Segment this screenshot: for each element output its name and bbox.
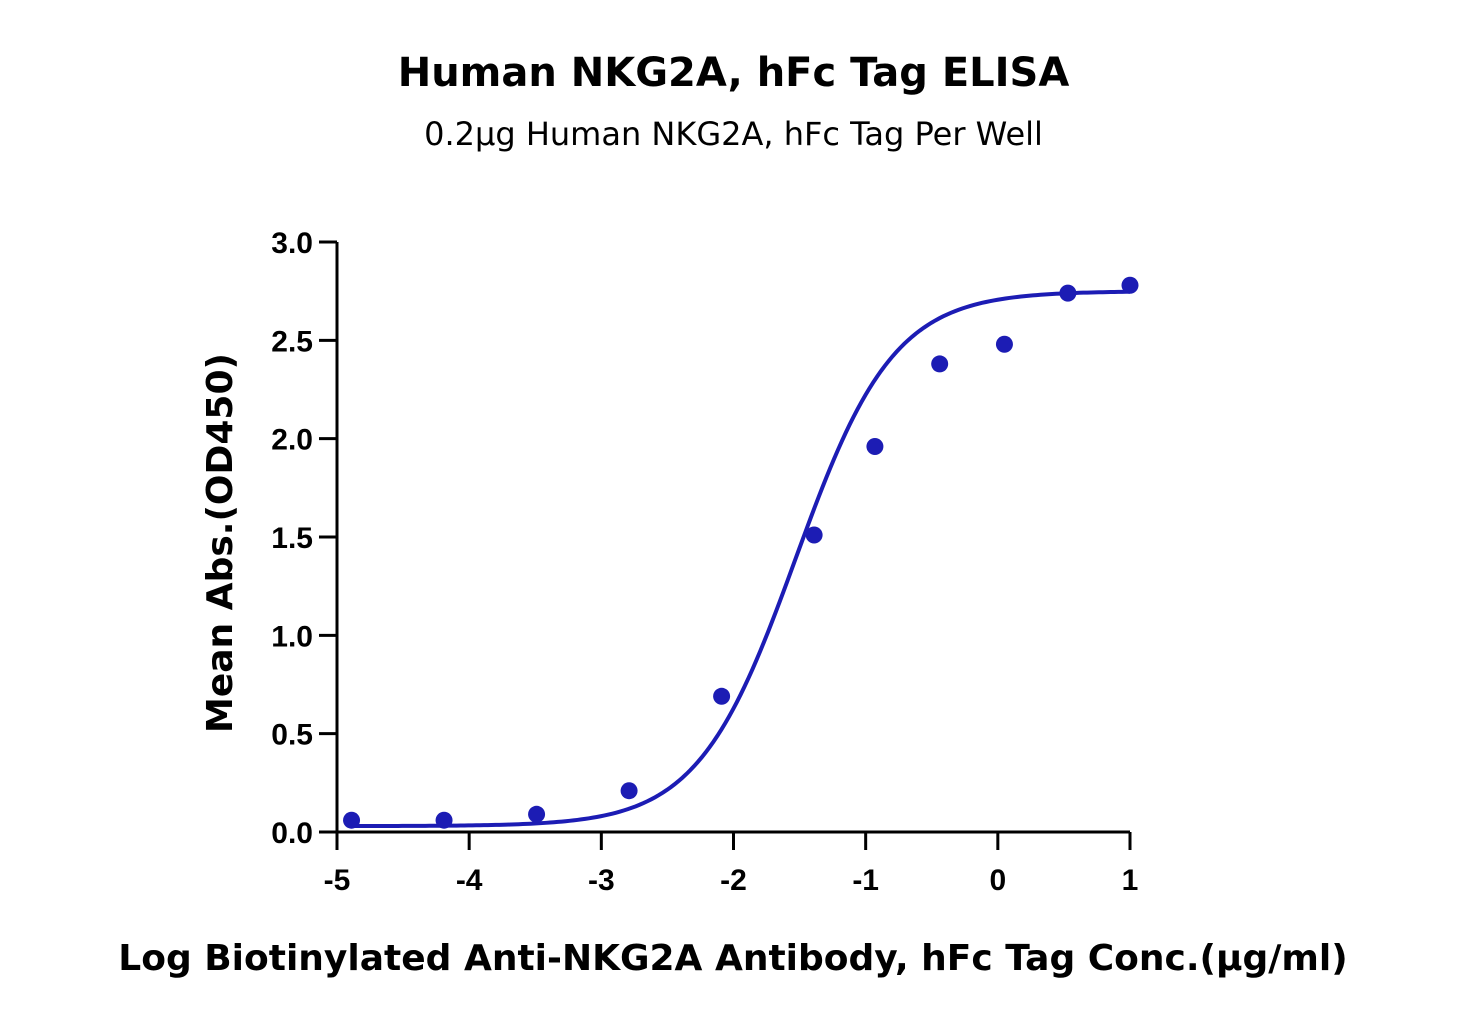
x-tick-label: -2 <box>720 864 747 897</box>
data-point <box>931 355 949 373</box>
axes: 0.0 0.5 1.0 1.5 2.0 2.5 3.0 -5 -4 -3 -2 -1 0 1 <box>271 227 1138 897</box>
data-point <box>528 805 546 823</box>
x-tick-label: 1 <box>1122 864 1139 897</box>
data-point <box>713 687 731 705</box>
fit-curve <box>351 289 1131 829</box>
data-point <box>1121 276 1139 294</box>
data-points-layer <box>343 276 1139 829</box>
x-tick-label: 0 <box>989 864 1006 897</box>
data-point <box>435 811 453 829</box>
data-point <box>805 526 823 544</box>
data-point <box>620 782 638 800</box>
data-point <box>1059 284 1077 302</box>
fit-curve-layer <box>351 289 1131 829</box>
x-tick-label: -3 <box>588 864 615 897</box>
y-tick-label: 2.0 <box>271 424 313 457</box>
data-point <box>866 438 884 456</box>
chart-title: Human NKG2A, hFc Tag ELISA <box>397 50 1070 96</box>
data-point <box>343 811 361 829</box>
y-tick-label: 3.0 <box>271 227 313 260</box>
y-tick-label: 0.5 <box>271 719 313 752</box>
x-tick-label: -5 <box>324 864 351 897</box>
y-tick-label: 1.0 <box>271 620 313 653</box>
y-tick-label: 0.0 <box>271 817 313 850</box>
y-axis-label: Mean Abs.(OD450) <box>200 353 241 733</box>
data-point <box>995 335 1013 353</box>
x-axis-label: Log Biotinylated Anti-NKG2A Antibody, hF… <box>118 938 1347 979</box>
chart-subtitle: 0.2µg Human NKG2A, hFc Tag Per Well <box>424 115 1043 153</box>
x-tick-label: -4 <box>456 864 483 897</box>
y-tick-label: 1.5 <box>271 522 313 555</box>
y-tick-label: 2.5 <box>271 325 313 358</box>
x-tick-label: -1 <box>852 864 879 897</box>
